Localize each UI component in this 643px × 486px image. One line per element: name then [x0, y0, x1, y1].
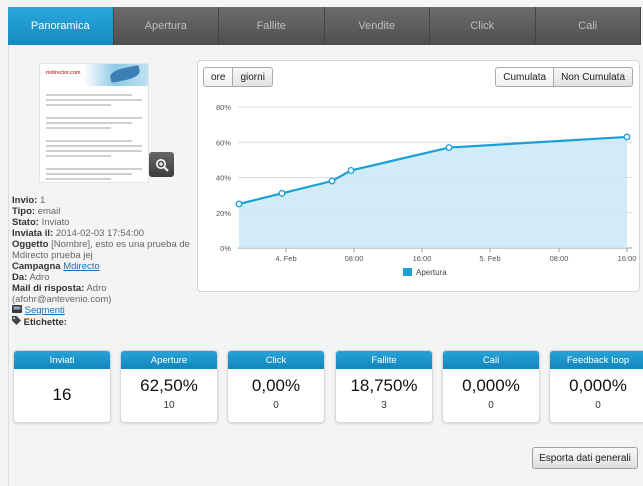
cumulata-button[interactable]: Cumulata — [495, 67, 555, 87]
stats-cards: Inviati 16 Aperture 62,50% 10 Click 0,00… — [13, 350, 643, 423]
email-preview-thumbnail[interactable]: mdirector.com — [39, 63, 149, 183]
stat-label: Inviati — [14, 351, 110, 369]
ore-button[interactable]: ore — [203, 67, 234, 87]
airplane-image — [109, 65, 141, 83]
data-point — [623, 133, 631, 141]
tab-apertura[interactable]: Apertura — [113, 7, 219, 45]
content-area: mdirector.com Invio: 1 Tipo: email Stat — [8, 45, 643, 486]
stat-label: Feedback loop — [550, 351, 643, 369]
granularity-toggle: ore giorni — [203, 67, 273, 87]
x-tick-label: 5. Feb — [479, 254, 500, 263]
info-stato: Stato: Inviato — [12, 217, 70, 228]
segment-icon — [12, 305, 22, 313]
series-area — [239, 136, 627, 248]
info-segmenti: Segmenti — [12, 305, 197, 316]
y-tick-label: 40% — [216, 174, 231, 183]
non-cumulata-button[interactable]: Non Cumulata — [554, 67, 633, 87]
stat-card-aperture: Aperture 62,50% 10 — [120, 350, 218, 423]
zoom-button[interactable] — [149, 152, 174, 177]
series-line — [238, 135, 628, 206]
x-tick-label: 08:00 — [550, 254, 569, 263]
info-etichette: Etichette: — [12, 316, 197, 328]
data-point — [328, 177, 336, 185]
segmenti-link[interactable]: Segmenti — [24, 305, 65, 316]
info-tipo: Tipo: email — [12, 206, 61, 217]
stat-value: 16 — [52, 385, 72, 404]
info-mail: Mail di risposta: Adro (afohr@antevenio.… — [12, 283, 112, 305]
stat-label: Click — [228, 351, 324, 369]
cumulative-toggle: Cumulata Non Cumulata — [495, 67, 633, 87]
x-tick-label: 4. Feb — [275, 254, 296, 263]
zoom-in-icon — [155, 158, 169, 172]
stat-label: Fallite — [336, 351, 432, 369]
stat-label: Aperture — [121, 351, 217, 369]
stat-count: 10 — [163, 400, 175, 411]
chart-panel: 0% 20% 40% 60% 80% 4. Feb 08:00 16:00 5. Feb 08:0… — [197, 60, 640, 292]
campaign-info: Invio: 1 Tipo: email Stato: Inviato Invi… — [12, 195, 197, 328]
stat-value: 62,50% — [140, 376, 198, 395]
tag-icon — [12, 316, 21, 325]
stat-count: 0 — [273, 400, 279, 411]
stat-value: 18,750% — [350, 376, 418, 395]
apertura-chart: 0% 20% 40% 60% 80% 4. Feb 08:00 16:00 5. Feb 08:0… — [216, 103, 637, 277]
stat-card-click: Click 0,00% 0 — [227, 350, 325, 423]
y-tick-label: 0% — [220, 244, 231, 253]
stat-value: 0,00% — [251, 376, 301, 395]
legend-label: Apertura — [416, 268, 447, 277]
y-tick-label: 80% — [216, 103, 231, 112]
info-oggetto: Oggetto [Nombre], esto es una prueba de … — [12, 239, 190, 261]
stat-count: 0 — [488, 400, 494, 411]
stat-card-fallite: Fallite 18,750% 3 — [335, 350, 433, 423]
tab-click[interactable]: Click — [430, 7, 536, 45]
preview-header: mdirector.com — [40, 64, 148, 86]
tab-panoramica[interactable]: Panoramica — [8, 7, 114, 51]
tab-bar: Panoramica Apertura Fallite Vendite Clic… — [8, 7, 641, 51]
stat-value: 0,000% — [569, 376, 627, 395]
data-point — [347, 166, 355, 174]
x-tick-label: 16:00 — [618, 254, 637, 263]
data-point — [278, 189, 286, 197]
legend-swatch — [403, 268, 412, 276]
info-da: Da: Adro — [12, 272, 50, 283]
x-tick-label: 16:00 — [413, 254, 432, 263]
tab-vendite[interactable]: Vendite — [324, 7, 430, 45]
info-inviata: Inviata il: 2014-02-03 17:54:00 — [12, 228, 145, 239]
data-point — [235, 200, 243, 208]
stat-label: Cali — [443, 351, 539, 369]
stat-card-inviati: Inviati 16 — [13, 350, 111, 423]
preview-logo: mdirector.com — [46, 70, 81, 76]
data-point — [445, 144, 453, 151]
stat-count: 0 — [595, 400, 601, 411]
info-invio: Invio: 1 — [12, 195, 46, 206]
y-tick-label: 20% — [216, 209, 231, 218]
x-tick-label: 08:00 — [345, 254, 364, 263]
stat-count: 3 — [381, 400, 387, 411]
campagna-link[interactable]: Mdirecto — [63, 261, 100, 272]
info-campagna: Campagna Mdirecto — [12, 261, 100, 272]
tab-cali[interactable]: Cali — [535, 7, 641, 45]
y-tick-label: 60% — [216, 138, 231, 147]
stat-card-feedback-loop: Feedback loop 0,000% 0 — [549, 350, 643, 423]
giorni-button[interactable]: giorni — [233, 67, 273, 87]
tab-fallite[interactable]: Fallite — [219, 7, 325, 45]
stat-value: 0,000% — [462, 376, 520, 395]
stat-card-cali: Cali 0,000% 0 — [442, 350, 540, 423]
export-button[interactable]: Esporta dati generali — [532, 447, 638, 469]
